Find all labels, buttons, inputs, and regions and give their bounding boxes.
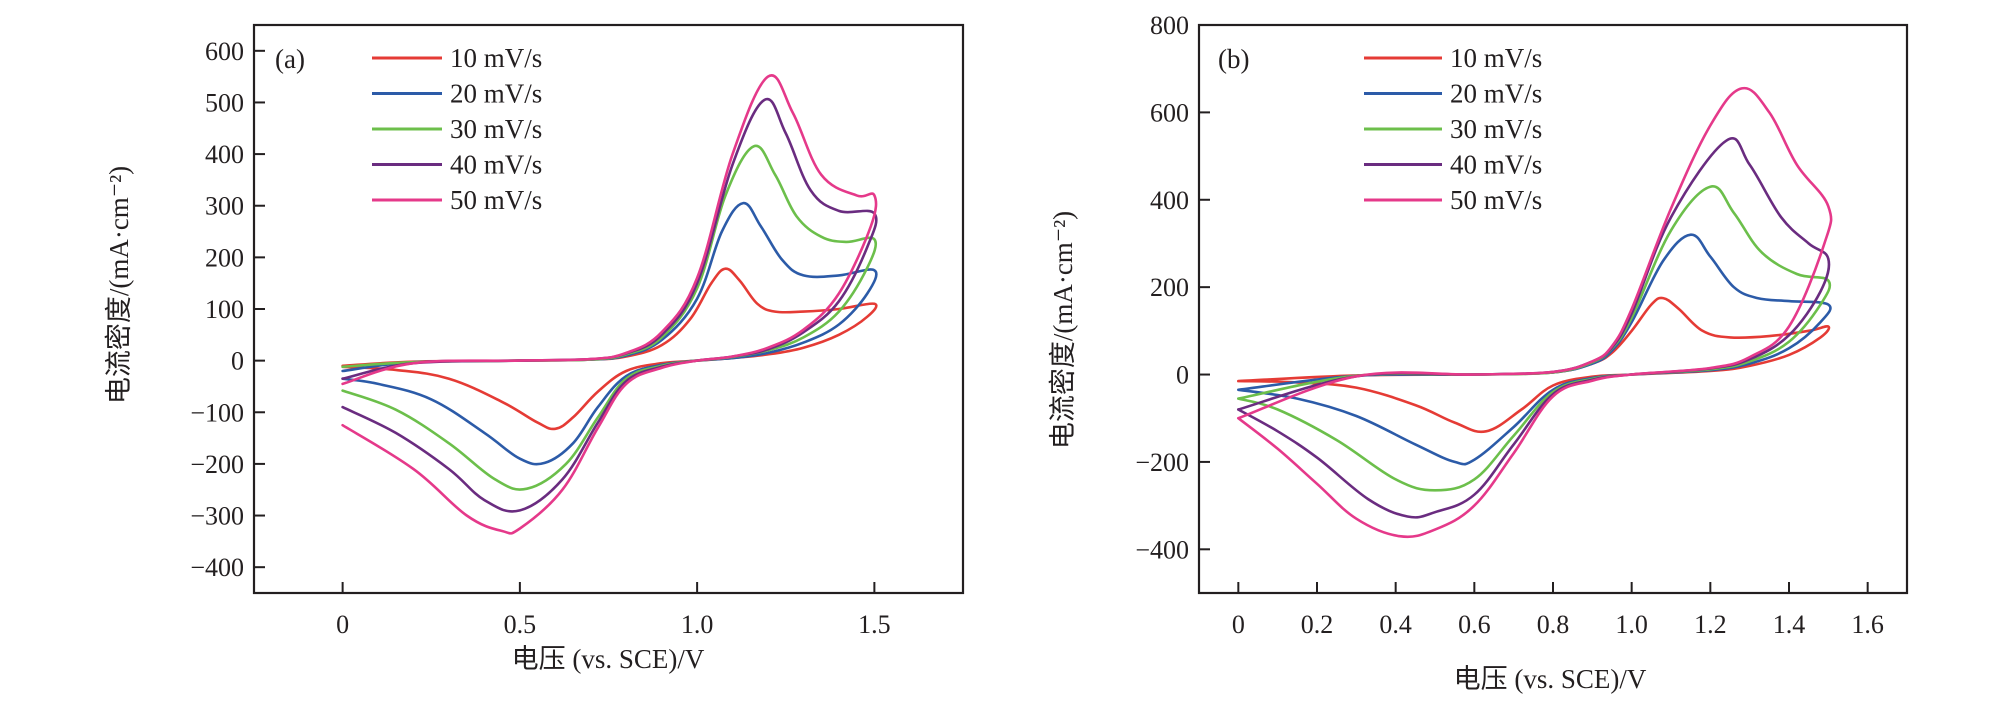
x-tick-label: 0 bbox=[1232, 610, 1245, 639]
series-line-20-mv-s bbox=[1237, 233, 1832, 466]
x-tick-label: 0.6 bbox=[1458, 610, 1491, 639]
x-axis-label: 电压 (vs. SCE)/V bbox=[512, 644, 705, 674]
x-tick-label: 0.8 bbox=[1537, 610, 1570, 639]
x-tick-label: 1.0 bbox=[681, 610, 714, 639]
y-tick-label: 0 bbox=[231, 347, 244, 376]
legend-label: 50 mV/s bbox=[1450, 185, 1542, 215]
legend-label: 50 mV/s bbox=[450, 185, 542, 215]
series-line-50-mv-s bbox=[1237, 86, 1833, 539]
y-tick-label: 800 bbox=[1150, 11, 1189, 40]
legend-label: 10 mV/s bbox=[1450, 43, 1542, 73]
y-tick-label: −400 bbox=[1135, 535, 1189, 564]
plot-frame bbox=[1197, 23, 1909, 595]
y-tick-label: 200 bbox=[1150, 273, 1189, 302]
panel-label: (b) bbox=[1218, 44, 1249, 74]
x-tick-label: 1.0 bbox=[1615, 610, 1648, 639]
series-line-40-mv-s bbox=[341, 97, 878, 513]
y-tick-label: −200 bbox=[1135, 448, 1189, 477]
y-tick-label: 500 bbox=[205, 88, 244, 117]
x-tick-label: 1.5 bbox=[858, 610, 891, 639]
legend-label: 30 mV/s bbox=[1450, 114, 1542, 144]
y-tick-label: 200 bbox=[205, 243, 244, 272]
legend-label: 10 mV/s bbox=[450, 43, 542, 73]
panel-label: (a) bbox=[275, 44, 305, 74]
legend-label: 30 mV/s bbox=[450, 114, 542, 144]
y-tick-label: 100 bbox=[205, 295, 244, 324]
x-tick-label: 0 bbox=[336, 610, 349, 639]
series-line-30-mv-s bbox=[341, 144, 878, 491]
legend-label: 20 mV/s bbox=[450, 79, 542, 109]
y-tick-label: 400 bbox=[1150, 186, 1189, 215]
legend: 10 mV/s 20 mV/s 30 mV/s 40 mV/s 50 mV/s bbox=[1364, 43, 1542, 215]
y-tick-label: 400 bbox=[205, 140, 244, 169]
x-tick-label: 1.6 bbox=[1851, 610, 1884, 639]
legend-label: 40 mV/s bbox=[1450, 150, 1542, 180]
x-tick-label: 1.4 bbox=[1773, 610, 1806, 639]
y-tick-label: −300 bbox=[190, 502, 244, 531]
y-tick-label: 600 bbox=[205, 37, 244, 66]
legend-label: 40 mV/s bbox=[450, 150, 542, 180]
x-tick-label: 0.2 bbox=[1301, 610, 1334, 639]
panel-b: 0 0.2 0.4 0.6 0.8 1.0 1.2 1.4 1.6 800 600 400 200 0 −2… bbox=[1048, 11, 1909, 694]
y-tick-label: −400 bbox=[190, 553, 244, 582]
y-tick-label: 600 bbox=[1150, 98, 1189, 127]
x-tick-label: 0.5 bbox=[504, 610, 537, 639]
x-tick-label: 0.4 bbox=[1379, 610, 1412, 639]
legend: 10 mV/s 20 mV/s 30 mV/s 40 mV/s 50 mV/s bbox=[372, 43, 542, 215]
y-tick-label: 300 bbox=[205, 192, 244, 221]
y-tick-label: −200 bbox=[190, 450, 244, 479]
x-tick-label: 1.2 bbox=[1694, 610, 1727, 639]
legend-label: 20 mV/s bbox=[1450, 79, 1542, 109]
series-line-50-mv-s bbox=[341, 74, 878, 535]
y-axis-label: 电流密度/(mA·cm⁻²) bbox=[104, 166, 134, 404]
y-tick-label: −100 bbox=[190, 398, 244, 427]
series-line-10-mv-s bbox=[341, 267, 878, 431]
y-tick-label: 0 bbox=[1176, 361, 1189, 390]
panel-a: 0 0.5 1.0 1.5 600 500 400 300 200 100 0 −100 −200 −30… bbox=[104, 23, 965, 674]
x-axis-label: 电压 (vs. SCE)/V bbox=[1454, 664, 1647, 694]
y-axis-label: 电流密度/(mA·cm⁻²) bbox=[1048, 211, 1078, 449]
